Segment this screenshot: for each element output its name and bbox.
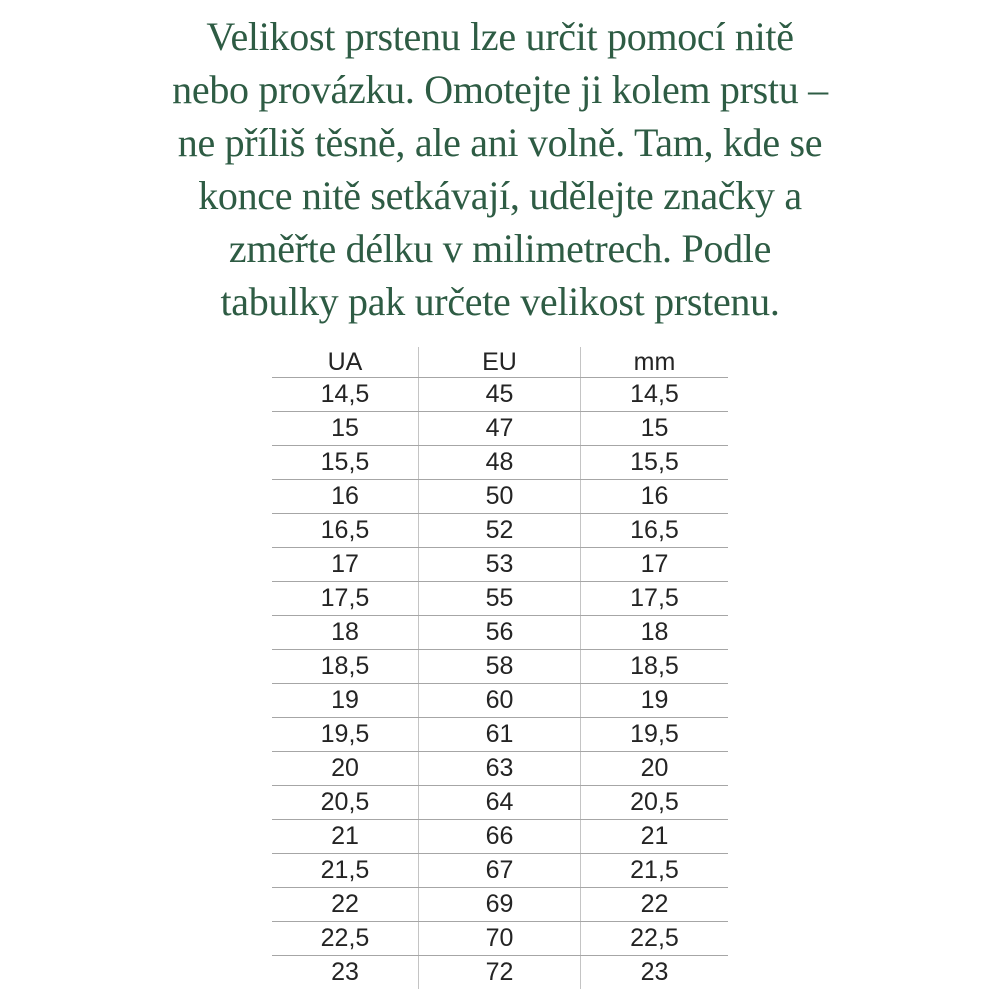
table-cell: 20,5 <box>580 785 728 820</box>
table-row: 14,5 45 14,5 <box>272 377 728 412</box>
table-cell: 21 <box>272 819 419 854</box>
table-cell: 16 <box>272 479 419 514</box>
table-cell: 19,5 <box>272 717 419 752</box>
header-row: UA EU mm <box>272 347 728 378</box>
table-cell: 17 <box>272 547 419 582</box>
table-cell: 19 <box>272 683 419 718</box>
table-cell: 22 <box>272 887 419 922</box>
table-cell: 19,5 <box>580 717 728 752</box>
table-cell: 52 <box>418 513 581 548</box>
table-cell: 56 <box>418 615 581 650</box>
table-cell: 19 <box>580 683 728 718</box>
table-cell: 45 <box>418 377 581 412</box>
table-cell: 50 <box>418 479 581 514</box>
table-cell: 66 <box>418 819 581 854</box>
table-row: 18 56 18 <box>272 615 728 650</box>
table-cell: 20 <box>272 751 419 786</box>
table-row: 17,5 55 17,5 <box>272 581 728 616</box>
table-cell: 17,5 <box>272 581 419 616</box>
table-cell: 22,5 <box>580 921 728 956</box>
table-cell: 69 <box>418 887 581 922</box>
column-header-eu: EU <box>418 347 581 378</box>
column-header-mm: mm <box>580 347 728 378</box>
table-cell: 21 <box>580 819 728 854</box>
table-row: 18,5 58 18,5 <box>272 649 728 684</box>
table-cell: 16,5 <box>580 513 728 548</box>
table-cell: 15,5 <box>272 445 419 480</box>
table-row: 20,5 64 20,5 <box>272 785 728 820</box>
table-cell: 55 <box>418 581 581 616</box>
table-row: 19 60 19 <box>272 683 728 718</box>
table-cell: 22 <box>580 887 728 922</box>
table-cell: 20 <box>580 751 728 786</box>
table-cell: 18 <box>272 615 419 650</box>
table-cell: 60 <box>418 683 581 718</box>
table-cell: 20,5 <box>272 785 419 820</box>
table-cell: 17,5 <box>580 581 728 616</box>
table-cell: 14,5 <box>272 377 419 412</box>
table-cell: 15,5 <box>580 445 728 480</box>
table-cell: 18 <box>580 615 728 650</box>
table-row: 17 53 17 <box>272 547 728 582</box>
column-header-ua: UA <box>272 347 419 378</box>
intro-text: Velikost prstenu lze určit pomocí nitě n… <box>172 14 828 324</box>
table-row: 16 50 16 <box>272 479 728 514</box>
table-cell: 18,5 <box>580 649 728 684</box>
table-row: 15 47 15 <box>272 411 728 446</box>
table-cell: 21,5 <box>272 853 419 888</box>
table-cell: 67 <box>418 853 581 888</box>
table-cell: 61 <box>418 717 581 752</box>
table-cell: 21,5 <box>580 853 728 888</box>
table-row: 21,5 67 21,5 <box>272 853 728 888</box>
table-cell: 53 <box>418 547 581 582</box>
table-row: 22,5 70 22,5 <box>272 921 728 956</box>
table-cell: 64 <box>418 785 581 820</box>
table-cell: 18,5 <box>272 649 419 684</box>
table-row: 16,5 52 16,5 <box>272 513 728 548</box>
table-row: 21 66 21 <box>272 819 728 854</box>
table-cell: 48 <box>418 445 581 480</box>
table-cell: 15 <box>580 411 728 446</box>
table-row: 22 69 22 <box>272 887 728 922</box>
table-cell: 16 <box>580 479 728 514</box>
table-cell: 70 <box>418 921 581 956</box>
ring-size-table: UA EU mm 14,5 45 14,5 15 47 15 15,5 48 15,5 16 50 1… <box>272 347 728 989</box>
table-row: 15,5 48 15,5 <box>272 445 728 480</box>
table-cell: 72 <box>418 955 581 989</box>
table-row: 23 72 23 <box>272 955 728 989</box>
table-cell: 17 <box>580 547 728 582</box>
table-cell: 23 <box>640 958 669 986</box>
table-cell: 47 <box>418 411 581 446</box>
table-cell: 58 <box>418 649 581 684</box>
size-table-head: UA EU mm <box>272 347 728 378</box>
table-cell: 23 <box>331 958 359 986</box>
table-cell: 22,5 <box>272 921 419 956</box>
table-row: 20 63 20 <box>272 751 728 786</box>
table-cell: 16,5 <box>272 513 419 548</box>
table-cell: 14,5 <box>580 377 728 412</box>
table-cell: 63 <box>418 751 581 786</box>
table-row: 19,5 61 19,5 <box>272 717 728 752</box>
table-cell: 15 <box>272 411 419 446</box>
size-table-body: 14,5 45 14,5 15 47 15 15,5 48 15,5 16 50 16 16,5 52 16… <box>272 377 728 989</box>
